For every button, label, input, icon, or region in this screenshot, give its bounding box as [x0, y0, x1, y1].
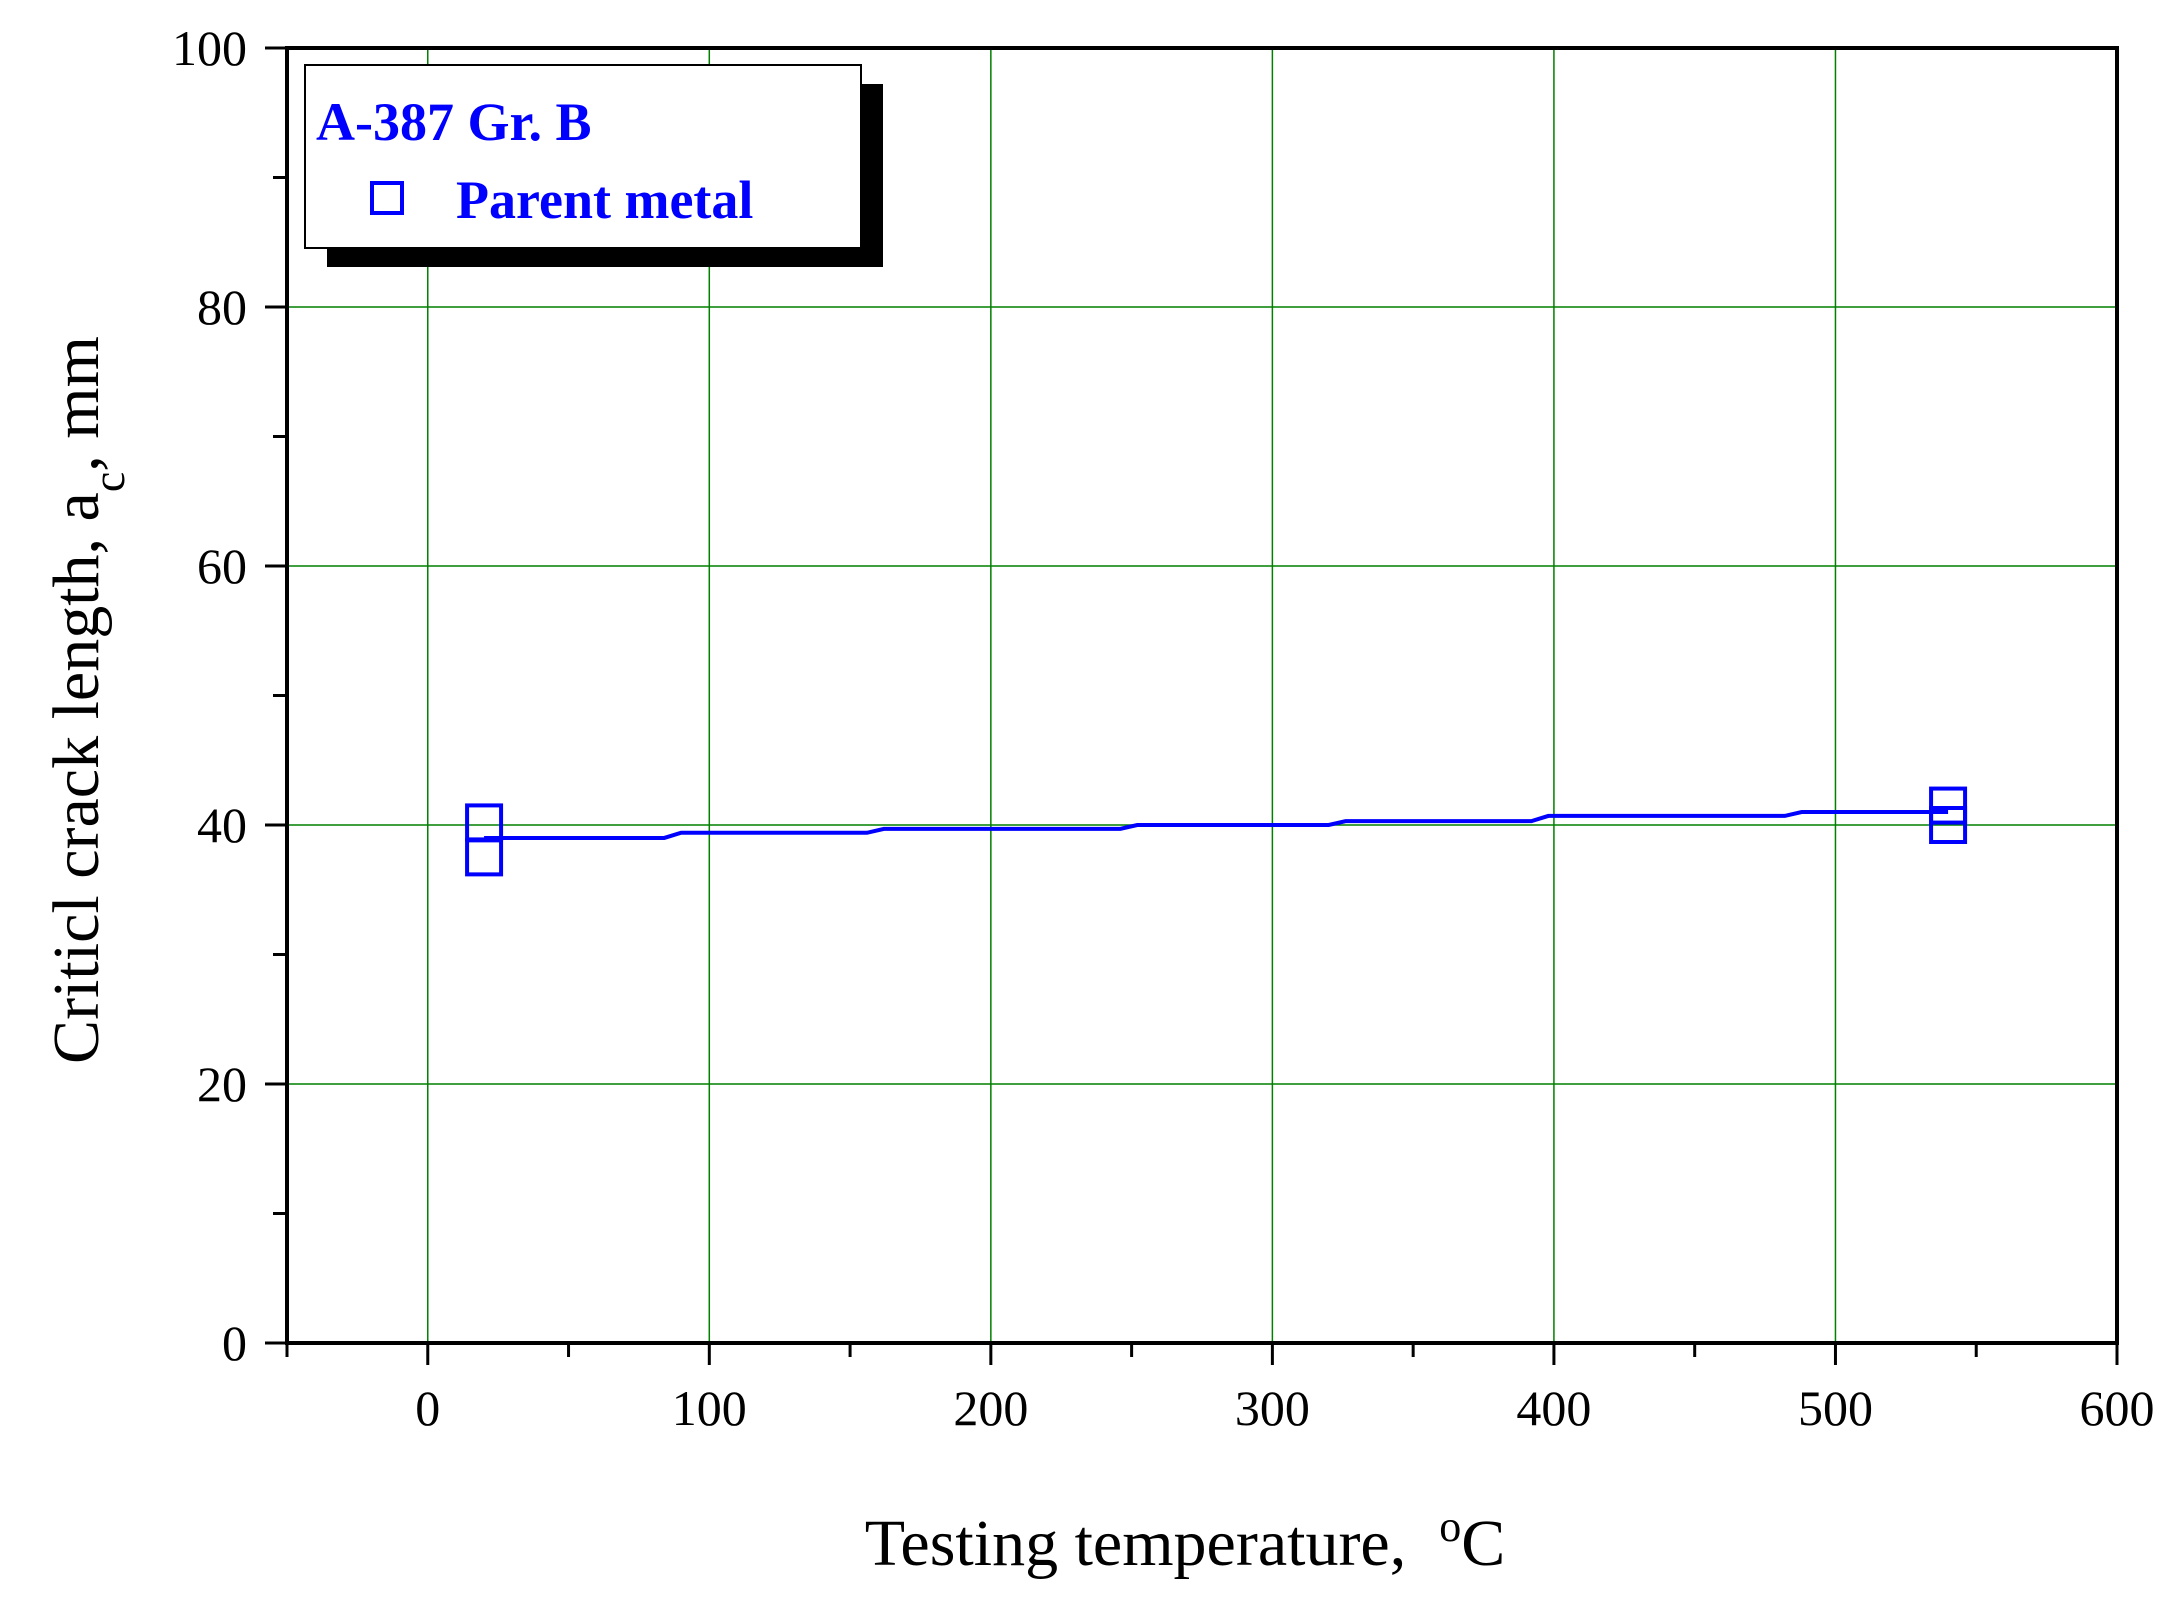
data-point-open-square — [465, 838, 504, 877]
legend-box — [304, 64, 862, 249]
y-axis-title-text: Criticl crack length, a — [40, 492, 113, 1064]
x-tick-label: 500 — [1798, 1380, 1873, 1436]
legend-title: A-387 Gr. B — [316, 92, 592, 152]
series-fit-line — [484, 810, 1949, 840]
legend: A-387 Gr. B Parent metal — [304, 64, 883, 267]
x-axis-title: Testing temperature, oC — [865, 1502, 1506, 1581]
y-tick-label: 100 — [172, 20, 247, 76]
legend-marker-open-square — [370, 181, 404, 215]
y-tick-label: 40 — [197, 797, 247, 853]
y-tick-label: 20 — [197, 1056, 247, 1112]
x-tick-label: 400 — [1516, 1380, 1591, 1436]
data-series — [465, 786, 1968, 877]
axis-ticks: 0 100 200 300 400 500 600 0 20 40 60 80 100 — [172, 20, 2155, 1436]
y-tick-label: 80 — [197, 279, 247, 335]
legend-entry-label: Parent metal — [456, 170, 753, 230]
x-axis-title-unit: C — [1461, 1507, 1505, 1580]
x-tick-label: 300 — [1235, 1380, 1310, 1436]
y-axis-title: Criticl crack length, ac, mm — [40, 336, 134, 1064]
data-point-open-square — [465, 803, 504, 842]
y-tick-label: 0 — [222, 1315, 247, 1371]
x-axis-title-degree: o — [1439, 1502, 1461, 1551]
x-tick-label: 0 — [415, 1380, 440, 1436]
y-tick-label: 60 — [197, 538, 247, 594]
x-tick-label: 600 — [2080, 1380, 2155, 1436]
y-axis-title-subscript: c — [83, 472, 134, 492]
x-tick-label: 200 — [953, 1380, 1028, 1436]
data-point-open-square — [1929, 806, 1968, 844]
y-axis-title-unit: , mm — [40, 336, 113, 472]
x-tick-label: 100 — [672, 1380, 747, 1436]
data-point-open-square — [1929, 786, 1968, 825]
x-axis-title-text: Testing temperature, — [865, 1507, 1440, 1580]
